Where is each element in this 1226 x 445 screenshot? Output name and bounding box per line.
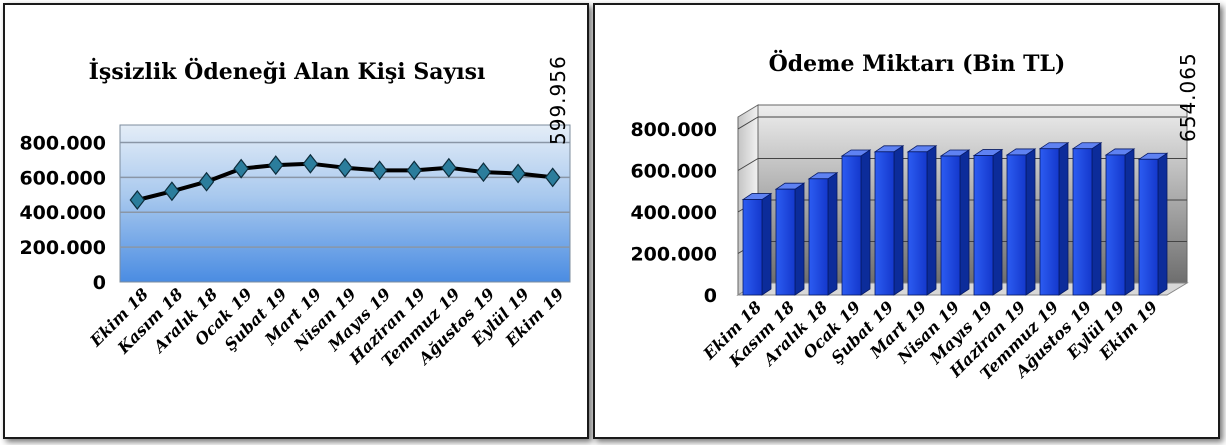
unemployment-count-chart-panel: İşsizlik Ödeneği Alan Kişi Sayısı 0 200.0… (3, 3, 589, 439)
y-tick-label: 800.000 (19, 132, 106, 154)
gridline (737, 116, 759, 130)
y-tick-label: 600.000 (630, 161, 717, 183)
data-point-marker (371, 160, 388, 181)
y-tick-label: 400.000 (630, 202, 717, 224)
data-point-marker (129, 190, 146, 210)
bar (741, 192, 773, 296)
bar (972, 148, 1004, 296)
data-label: 654.065 (1176, 52, 1200, 142)
data-point-marker (475, 162, 492, 183)
chart-title: İşsizlik Ödeneği Alan Kişi Sayısı (89, 57, 486, 85)
y-tick-label: 0 (704, 285, 717, 307)
data-point-marker (544, 167, 561, 188)
bar (873, 145, 905, 296)
data-point-marker (441, 157, 457, 178)
data-point-marker (198, 171, 215, 192)
bar (840, 149, 872, 296)
data-point-marker (233, 158, 249, 179)
data-point-marker (337, 157, 353, 178)
bar (1038, 141, 1070, 296)
bar (906, 145, 938, 296)
bar (1005, 148, 1037, 296)
bar (774, 182, 806, 296)
gridline (737, 158, 759, 171)
line-chart: İşsizlik Ödeneği Alan Kişi Sayısı 0 200.0… (19, 55, 571, 370)
data-point-marker (164, 181, 180, 202)
y-tick-label: 600.000 (19, 167, 106, 189)
data-point-marker (268, 155, 284, 176)
bar (1104, 148, 1136, 296)
bar (1137, 152, 1169, 296)
y-tick-label: 0 (93, 272, 106, 294)
bar-chart: Ödeme Miktarı (Bin TL) 0 200.000 400.000 60… (630, 49, 1200, 383)
payment-amount-chart-panel: Ödeme Miktarı (Bin TL) 0 200.000 400.000 60… (593, 3, 1220, 439)
data-point-marker (302, 153, 319, 174)
data-label: 599.956 (546, 55, 570, 145)
plot-area (119, 124, 571, 283)
y-tick-label: 200.000 (630, 244, 717, 266)
bar (939, 149, 971, 296)
y-tick-label: 800.000 (630, 119, 717, 141)
data-point-marker (510, 163, 526, 184)
bar (807, 172, 839, 296)
y-tick-label: 400.000 (19, 202, 106, 224)
bar (1071, 141, 1103, 296)
chart-title: Ödeme Miktarı (Bin TL) (769, 49, 1066, 77)
y-tick-label: 200.000 (19, 237, 106, 259)
data-point-marker (406, 160, 422, 181)
